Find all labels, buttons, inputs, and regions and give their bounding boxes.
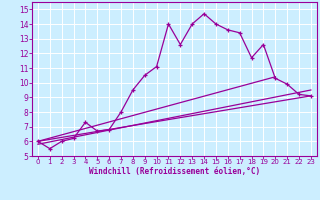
X-axis label: Windchill (Refroidissement éolien,°C): Windchill (Refroidissement éolien,°C) — [89, 167, 260, 176]
